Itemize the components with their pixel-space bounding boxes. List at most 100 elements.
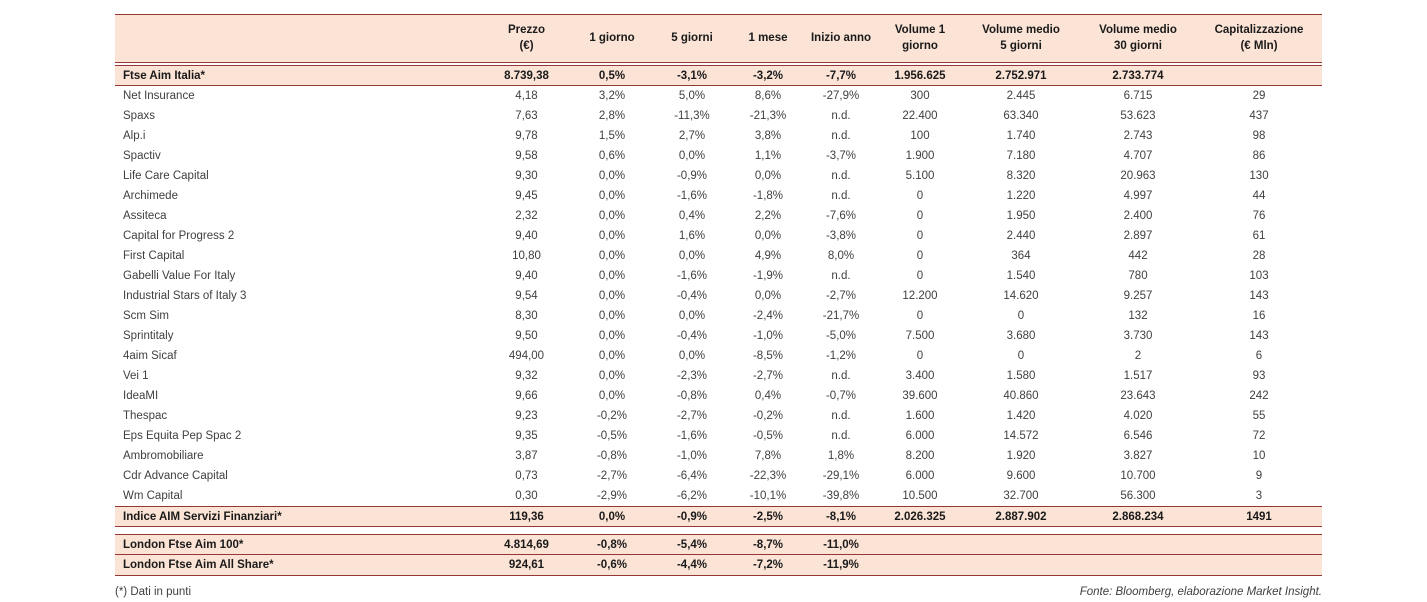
value-cell: -2,3% [676,370,708,382]
table-row: Vei 1 9,32 0,0% -2,3% -2,7% n.d. 3.400 1.580 1.5… [115,366,1322,386]
value-cell: 6.000 [905,470,935,482]
security-name: Alp.i [123,130,146,142]
value-cell: 1.420 [1006,410,1036,422]
value-cell: 8,30 [515,310,538,322]
value-cell: -27,9% [822,90,860,102]
value-cell: -1,6% [676,430,708,442]
value-cell: 55 [1252,410,1266,422]
value-cell: -0,5% [752,430,784,442]
value-cell [962,535,1080,554]
value-cell: 8,6% [754,90,782,102]
value-cell: 6.000 [905,430,935,442]
value-cell: 0,0% [598,190,626,202]
value-cell: 3,2% [598,90,626,102]
value-cell: 0,0% [598,330,626,342]
value-cell: 10.700 [1120,470,1156,482]
column-header [115,15,481,62]
value-cell: 437 [1249,110,1269,122]
value-cell: 0,5% [598,69,626,82]
value-cell: 2.743 [1123,130,1153,142]
value-cell: 0,0% [754,230,782,242]
security-name: Thespac [123,410,168,422]
value-cell: n.d. [831,270,851,282]
london-index-row: London Ftse Aim 100* 4.814,69 -0,8% -5,4% -8… [115,534,1322,555]
value-cell: -0,7% [825,390,857,402]
value-cell: n.d. [831,410,851,422]
column-header: 1 giorno [589,31,635,44]
index-name: London Ftse Aim 100* [123,538,244,551]
security-name: Capital for Progress 2 [123,230,235,242]
table-row: Scm Sim 8,30 0,0% 0,0% -2,4% -21,7% 0 0 132 16 [115,306,1322,326]
security-name: Wm Capital [123,490,183,502]
value-cell: 1.540 [1006,270,1036,282]
value-cell: 63.340 [1003,110,1039,122]
security-name: Life Care Capital [123,170,209,182]
london-index-row: London Ftse Aim All Share* 924,61 -0,6% -4,… [115,555,1322,576]
footnote: (*) Dati in punti [115,586,192,598]
value-cell: 8.200 [905,450,935,462]
value-cell: 1,8% [827,450,855,462]
value-cell: 14.620 [1003,290,1039,302]
value-cell: 2.897 [1123,230,1153,242]
value-cell: -8,1% [825,510,857,523]
value-cell: 242 [1249,390,1269,402]
value-cell: 2.733.774 [1112,69,1164,82]
value-cell: 0,0% [598,310,626,322]
value-cell: 1,6% [678,230,706,242]
value-cell: 0 [916,350,924,362]
value-cell: -11,0% [823,538,859,551]
value-cell: 1.900 [905,150,935,162]
table-row: Sprintitaly 9,50 0,0% -0,4% -1,0% -5,0% 7.500 3… [115,326,1322,346]
value-cell [878,555,962,575]
security-name: Spaxs [123,110,155,122]
value-cell: 1.950 [1006,210,1036,222]
column-header: Capitalizzazione (€ Mln) [1214,23,1304,52]
column-header: Prezzo (€) [507,23,546,52]
value-cell: 6.715 [1123,90,1153,102]
value-cell: -10,1% [749,490,787,502]
value-cell: 7,8% [754,450,782,462]
value-cell: 76 [1252,210,1266,222]
value-cell: 1.580 [1006,370,1036,382]
value-cell: n.d. [831,190,851,202]
table-row: Thespac 9,23 -0,2% -2,7% -0,2% n.d. 1.600 1.420… [115,406,1322,426]
value-cell: 22.400 [902,110,938,122]
value-cell: 4,18 [515,90,538,102]
aim-italia-table: Prezzo (€) 1 giorno 5 giorni 1 mese Inizio an… [115,14,1322,576]
value-cell: 119,36 [509,510,544,523]
value-cell: 494,00 [508,350,545,362]
value-cell: -3,2% [752,69,784,82]
value-cell: 9.257 [1123,290,1153,302]
value-cell: -2,4% [752,310,784,322]
table-row: Wm Capital 0,30 -2,9% -6,2% -10,1% -39,8% 10.5… [115,486,1322,506]
value-cell: 364 [1011,250,1031,262]
value-cell: 53.623 [1120,110,1156,122]
value-cell: 4.814,69 [504,538,549,551]
table-row: Life Care Capital 9,30 0,0% -0,9% 0,0% n.d. 5.… [115,166,1322,186]
section-gap [115,527,1322,534]
security-name: Archimede [123,190,178,202]
value-cell: 9.600 [1006,470,1036,482]
value-cell: -0,2% [752,410,784,422]
value-cell: 9,40 [515,230,538,242]
value-cell: 10.500 [902,490,938,502]
value-cell: 0,0% [598,510,626,523]
security-name: Cdr Advance Capital [123,470,228,482]
value-cell: n.d. [831,130,851,142]
value-cell: 3.680 [1006,330,1036,342]
value-cell: 2.440 [1006,230,1036,242]
value-cell: -0,2% [596,410,628,422]
value-cell: -0,8% [596,538,628,551]
value-cell: 2,8% [598,110,626,122]
source-note: Fonte: Bloomberg, elaborazione Market In… [1079,586,1322,598]
value-cell: -6,4% [676,470,708,482]
value-cell: 0,0% [678,150,706,162]
value-cell: 2,7% [678,130,706,142]
value-cell: -39,8% [822,490,860,502]
value-cell: -0,4% [676,330,708,342]
value-cell [1080,555,1196,575]
value-cell: 0,0% [598,210,626,222]
value-cell: 72 [1252,430,1266,442]
value-cell: 0,0% [598,350,626,362]
